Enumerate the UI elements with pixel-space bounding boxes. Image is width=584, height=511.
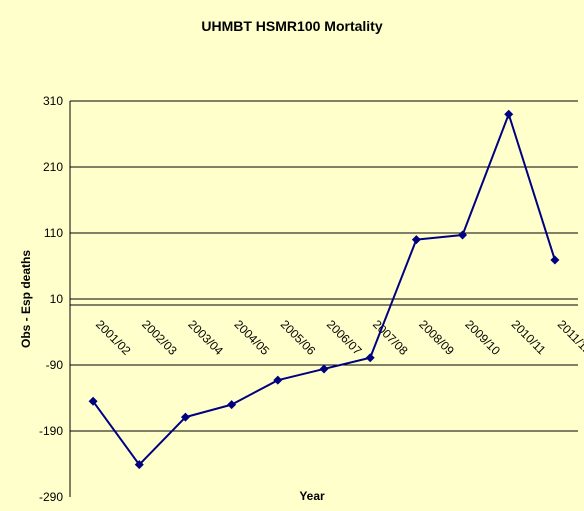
data-point-marker	[365, 353, 375, 363]
data-point-marker	[273, 375, 283, 385]
data-point-marker	[180, 412, 190, 422]
data-point-marker	[458, 230, 468, 240]
x-tick-label: 2009/10	[462, 317, 503, 358]
x-tick-label: 2003/04	[185, 317, 226, 358]
x-tick-label: 2006/07	[324, 317, 365, 358]
y-tick-label: 10	[50, 292, 64, 306]
x-tick-label: 2010/11	[509, 317, 549, 357]
data-point-marker	[504, 109, 514, 119]
y-tick-label: -290	[39, 490, 63, 504]
data-point-marker	[134, 460, 144, 470]
data-point-marker	[550, 255, 560, 265]
data-point-marker	[319, 364, 329, 374]
y-tick-label: -90	[46, 358, 64, 372]
y-tick-label: 210	[43, 160, 63, 174]
x-tick-label: 2004/05	[232, 317, 273, 358]
y-tick-label: -190	[39, 424, 63, 438]
y-tick-label: 110	[44, 226, 63, 240]
x-tick-label: 2001/02	[93, 317, 134, 358]
y-axis-title: Obs - Esp deaths	[19, 250, 33, 348]
gridlines	[70, 100, 578, 432]
data-point-marker	[411, 235, 421, 245]
chart-title: UHMBT HSMR100 Mortality	[201, 18, 382, 34]
x-tick-label: 2008/09	[416, 317, 457, 358]
data-series	[88, 109, 560, 470]
data-point-marker	[88, 396, 98, 406]
data-point-marker	[227, 400, 237, 410]
y-axis-ticks: 310 210 110 10 -90 -190 -290	[39, 94, 63, 504]
x-axis-title: Year	[299, 489, 325, 503]
x-tick-label: 2007/08	[370, 317, 411, 358]
y-tick-label: 310	[43, 94, 63, 108]
x-axis-category-labels: 2001/02 2002/03 2003/04 2004/05 2005/06 2006/…	[93, 317, 584, 358]
x-tick-label: 2005/06	[278, 317, 319, 358]
x-tick-label: 2011/12	[555, 317, 584, 357]
x-tick-label: 2002/03	[139, 317, 180, 358]
